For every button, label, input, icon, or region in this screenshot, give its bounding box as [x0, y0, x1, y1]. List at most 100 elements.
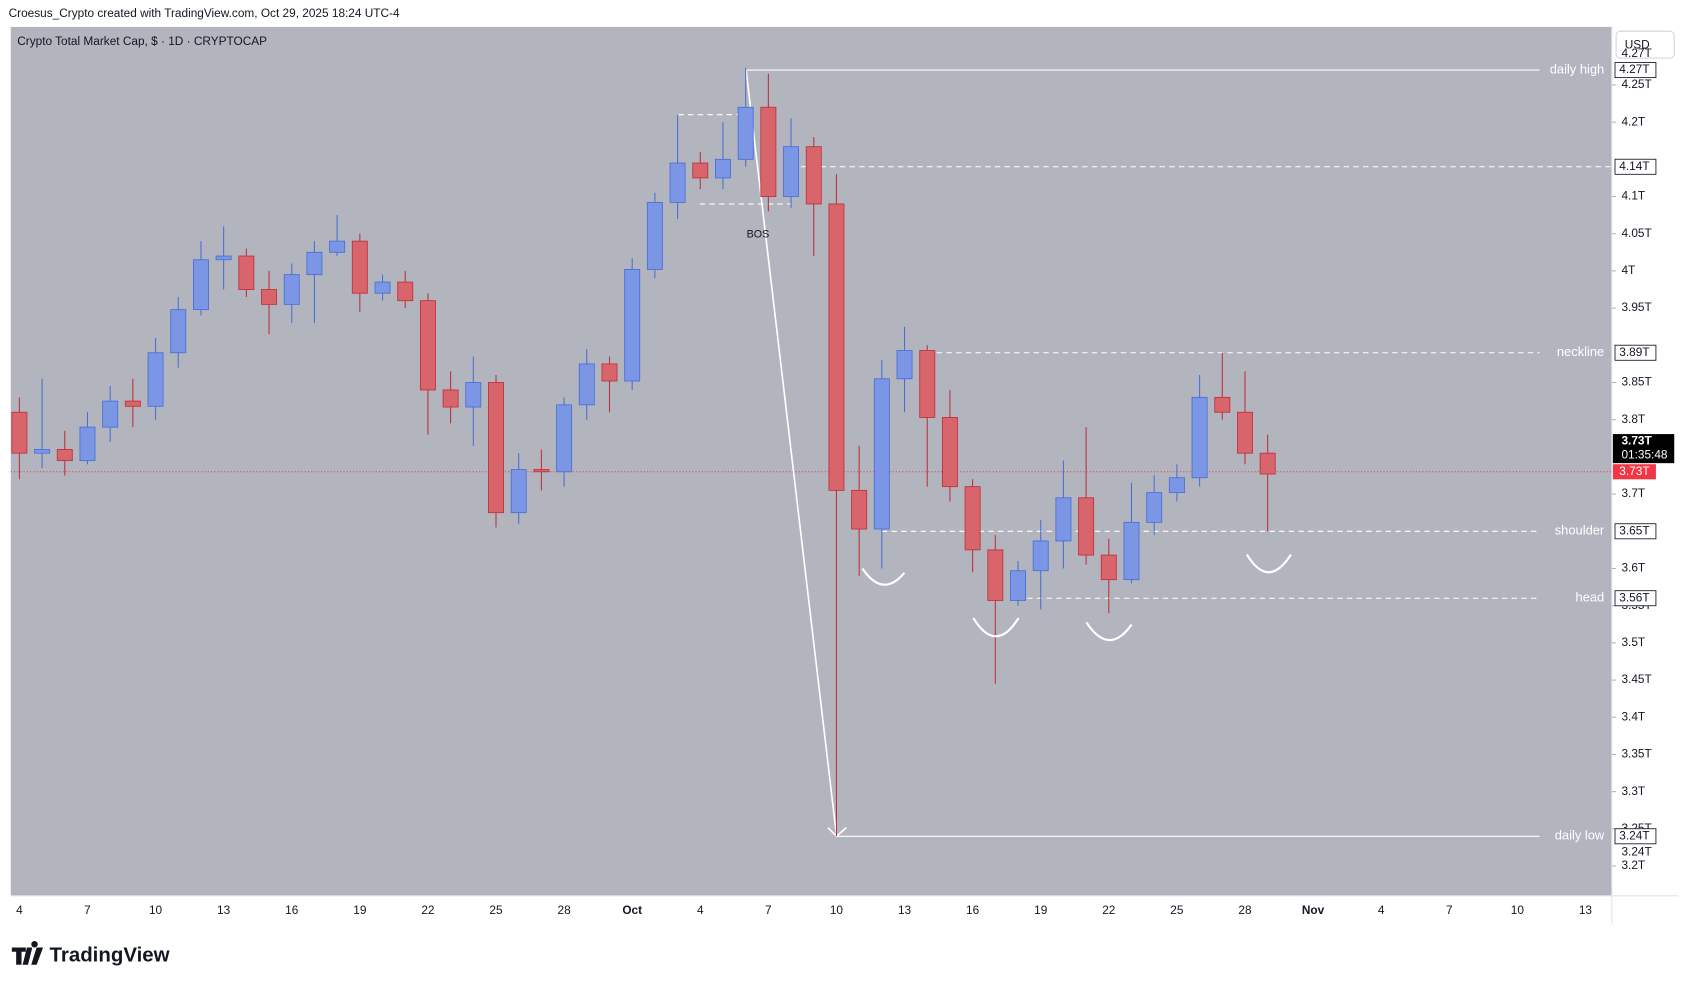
logo: TradingView: [11, 941, 170, 966]
candle-body: [1078, 497, 1095, 556]
price-tag: 3.73T: [1621, 434, 1652, 448]
logo-mark: [11, 941, 44, 965]
candle-body: [805, 146, 822, 205]
x-tick-label: 7: [765, 903, 772, 917]
candle-body: [941, 417, 958, 488]
candle-body: [556, 404, 573, 473]
level-label: daily low: [1555, 828, 1605, 843]
level-label: head: [1576, 590, 1605, 605]
x-tick-label: 19: [1034, 903, 1048, 917]
axis-tag: 4.27T: [1619, 62, 1649, 76]
candle-body: [306, 251, 323, 276]
axis-tag: 3.65T: [1619, 523, 1649, 537]
candle-body: [397, 281, 414, 302]
candle-body: [646, 202, 663, 270]
axis-tag-bg: [1614, 828, 1657, 845]
candle-body: [465, 382, 482, 408]
candle-body: [964, 486, 981, 551]
x-tick-label: 10: [1511, 903, 1525, 917]
candle-body: [1168, 477, 1185, 494]
x-tick-label: Nov: [1302, 903, 1325, 917]
y-tick-label: 3.95T: [1621, 300, 1651, 314]
candle-body: [828, 203, 845, 491]
y-tick-label: 3.2T: [1621, 858, 1645, 872]
y-tick-label: 3.4T: [1621, 709, 1645, 723]
y-tick-label: 4.25T: [1621, 77, 1651, 91]
candle-body: [624, 268, 641, 382]
x-tick-label: 16: [966, 903, 980, 917]
attribution: Croesus_Crypto created with TradingView.…: [9, 6, 400, 20]
candle-body: [1055, 497, 1072, 542]
candle-body: [170, 309, 187, 354]
candle-body: [987, 549, 1004, 601]
x-tick-label: 13: [898, 903, 912, 917]
x-tick-label: 25: [489, 903, 503, 917]
candle-body: [11, 411, 28, 454]
chart-title: Crypto Total Market Cap, $ · 1D · CRYPTO…: [17, 34, 267, 48]
currency-button[interactable]: [1615, 30, 1675, 59]
bos-label: BOS: [747, 229, 770, 241]
candle-body: [760, 106, 777, 197]
move-arrow: [745, 69, 838, 837]
candle-body: [215, 255, 232, 261]
candle-body: [578, 363, 595, 406]
candle-body: [783, 146, 800, 197]
candle-body: [1191, 396, 1208, 479]
candle-body: [873, 378, 890, 530]
countdown-bg: [1612, 434, 1675, 464]
y-tick-label: 3.6T: [1621, 561, 1645, 575]
x-tick-label: 4: [697, 903, 704, 917]
candle-body: [1237, 411, 1253, 454]
x-tick-label: 22: [421, 903, 434, 917]
axis-tag: 4.14T: [1619, 159, 1649, 173]
axis-tag-bg: [1614, 158, 1657, 175]
candle-body: [1010, 570, 1026, 601]
arc: [972, 617, 1020, 638]
candle-body: [1032, 540, 1049, 572]
candle-body: [238, 255, 255, 290]
candle-body: [1146, 492, 1163, 523]
y-tick-label: 3.45T: [1621, 672, 1651, 686]
candle-body: [533, 469, 550, 473]
candle-body: [919, 350, 936, 418]
y-tick-label: 3.35T: [1621, 747, 1651, 761]
candle-body: [79, 426, 96, 462]
x-tick-label: 10: [830, 903, 844, 917]
candle-body: [669, 162, 686, 203]
x-tick-label: 28: [558, 903, 572, 917]
x-tick-label: 25: [1170, 903, 1184, 917]
x-tick-label: 28: [1238, 903, 1252, 917]
x-tick-label: 16: [285, 903, 299, 917]
axis-tag: 3.24T: [1619, 828, 1649, 842]
candle-body: [1100, 554, 1117, 581]
candle-body: [1259, 452, 1276, 475]
candle-body: [488, 382, 504, 514]
last-price-tag: 3.73T: [1619, 464, 1649, 478]
level-label: shoulder: [1555, 523, 1605, 538]
axis-tag-bg: [1614, 523, 1657, 540]
arc: [861, 567, 906, 586]
y-tick-label: 4.2T: [1621, 114, 1645, 128]
arc: [1245, 553, 1292, 574]
currency-label: USD: [1625, 37, 1650, 51]
candle-body: [1214, 396, 1231, 413]
x-tick-label: 22: [1102, 903, 1115, 917]
candle-body: [261, 289, 278, 305]
axis-tag-bg: [1614, 62, 1657, 79]
candle-body: [601, 363, 618, 382]
axis-tag-bg: [1614, 344, 1657, 361]
countdown: 01:35:48: [1621, 448, 1667, 462]
candle-body: [351, 240, 368, 294]
y-tick-label: 4T: [1621, 263, 1635, 277]
x-tick-label: 13: [1579, 903, 1593, 917]
x-tick-label: 4: [1378, 903, 1385, 917]
axis-tag: 3.89T: [1619, 345, 1649, 359]
arc: [1085, 621, 1133, 642]
x-tick-label: Oct: [622, 903, 642, 917]
y-tick-label: 3.85T: [1621, 375, 1651, 389]
candle-body: [442, 389, 459, 408]
candle-body: [329, 240, 346, 253]
pattern-arcs: [861, 553, 1292, 642]
candle-body: [510, 469, 527, 514]
